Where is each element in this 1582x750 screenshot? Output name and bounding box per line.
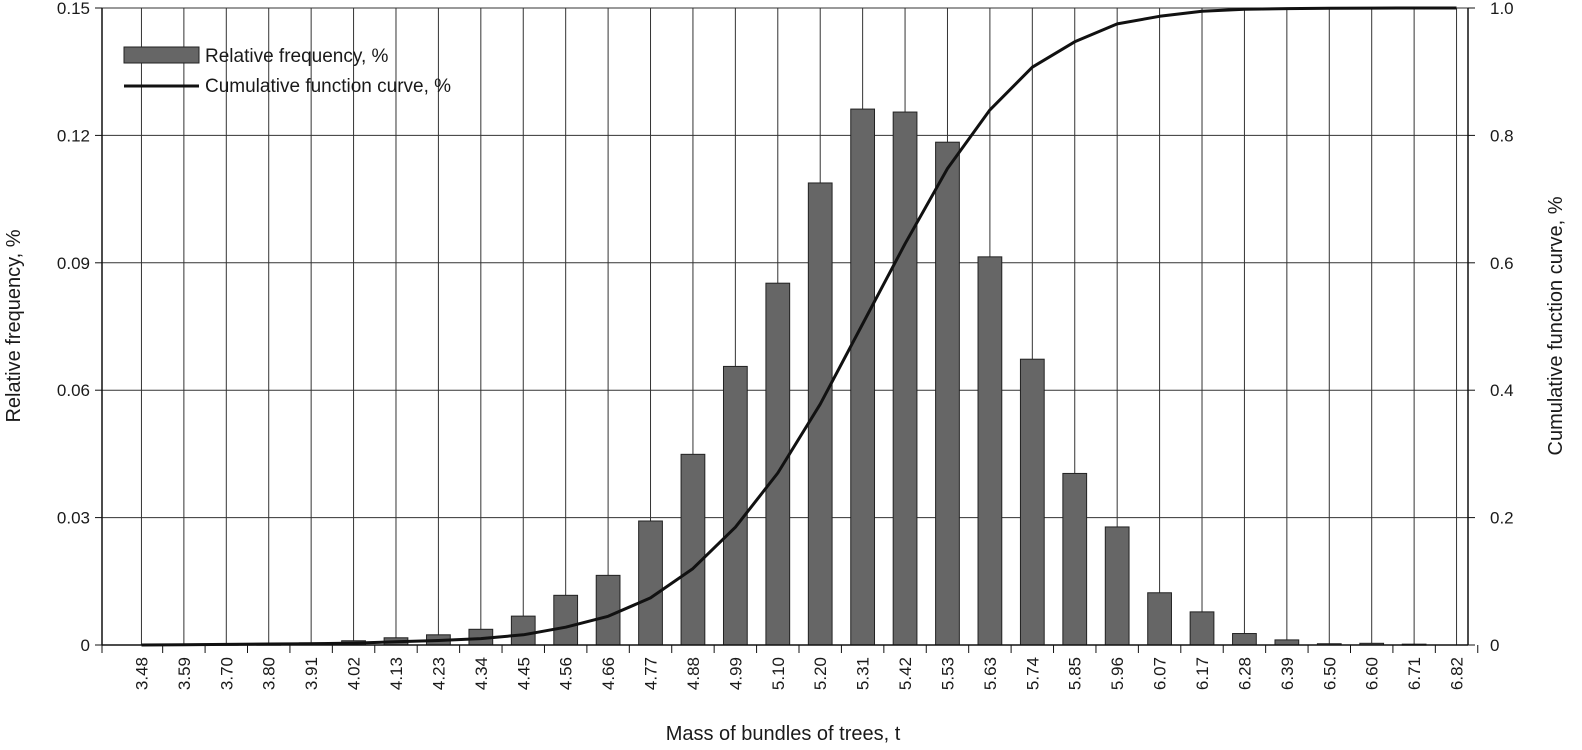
x-tick-label: 4.56 <box>557 657 576 690</box>
x-tick-label: 4.23 <box>429 657 448 690</box>
bar <box>977 256 1003 646</box>
bar <box>1232 633 1257 646</box>
y2-tick-label: 0.4 <box>1490 381 1514 400</box>
x-tick-label: 5.85 <box>1066 657 1085 690</box>
x-tick-label: 6.17 <box>1193 657 1212 690</box>
x-tick-label: 4.45 <box>514 657 533 690</box>
x-axis-title: Mass of bundles of trees, t <box>666 723 901 745</box>
tick-labels: 0 0.03 0.06 0.09 0.12 0.15 0 0.2 0.4 0.6 0.8 1.0 3.4… <box>57 0 1514 690</box>
x-tick-label: 4.66 <box>599 657 618 690</box>
y-tick-label: 0 <box>81 636 90 655</box>
x-tick-label: 5.63 <box>981 657 1000 690</box>
bar <box>1147 592 1172 646</box>
bar <box>553 594 579 646</box>
x-tick-label: 6.28 <box>1235 657 1254 690</box>
axes <box>95 7 1479 653</box>
x-tick-label: 3.48 <box>133 657 152 690</box>
x-tick-label: 5.10 <box>769 657 788 690</box>
bar <box>1104 526 1130 646</box>
x-tick-label: 5.53 <box>939 657 958 690</box>
bar <box>765 282 791 646</box>
x-tick-label: 4.77 <box>642 657 661 690</box>
x-tick-label: 4.99 <box>726 657 745 690</box>
bar <box>807 182 833 646</box>
x-tick-label: 6.50 <box>1320 657 1339 690</box>
x-tick-label: 3.80 <box>260 657 279 690</box>
y-axis-title: Relative frequency, % <box>3 229 25 422</box>
x-tick-label: 3.91 <box>302 657 321 690</box>
y-tick-label: 0.03 <box>57 509 90 528</box>
bar <box>595 574 621 646</box>
x-tick-label: 5.31 <box>854 657 873 690</box>
x-tick-label: 4.34 <box>472 657 491 690</box>
bar <box>1274 639 1300 646</box>
y2-tick-label: 0.6 <box>1490 254 1514 273</box>
x-tick-label: 4.02 <box>345 657 364 690</box>
legend-bar-label: Relative frequency, % <box>205 46 389 67</box>
bar <box>1019 358 1045 646</box>
x-tick-label: 5.42 <box>896 657 915 690</box>
x-tick-label: 5.74 <box>1023 657 1042 690</box>
y-tick-label: 0.15 <box>57 0 90 18</box>
bar <box>722 365 748 646</box>
x-tick-label: 6.07 <box>1151 657 1170 690</box>
y-tick-label: 0.12 <box>57 126 90 145</box>
x-tick-label: 5.20 <box>811 657 830 690</box>
bar <box>680 453 706 646</box>
x-tick-label: 4.88 <box>684 657 703 690</box>
bar <box>638 520 663 646</box>
y2-tick-label: 0.2 <box>1490 509 1514 528</box>
bar <box>892 111 918 646</box>
x-tick-label: 3.59 <box>175 657 194 690</box>
x-tick-label: 6.60 <box>1363 657 1382 690</box>
y2-tick-label: 1.0 <box>1490 0 1514 18</box>
bar <box>1189 611 1215 646</box>
bar <box>850 108 876 646</box>
y2-tick-label: 0.8 <box>1490 126 1514 145</box>
cumulative-series <box>141 6 1457 647</box>
y2-axis-title: Cumulative function curve, % <box>1545 196 1567 455</box>
legend-bar-swatch <box>123 46 200 64</box>
bar-series <box>171 108 1427 646</box>
x-tick-label: 5.96 <box>1108 657 1127 690</box>
x-tick-label: 4.13 <box>387 657 406 690</box>
x-tick-label: 6.39 <box>1278 657 1297 690</box>
bar <box>1062 472 1088 646</box>
bar <box>510 615 536 646</box>
y2-tick-label: 0 <box>1490 636 1499 655</box>
cumulative-line <box>141 6 1457 647</box>
legend: Relative frequency, % Cumulative functio… <box>123 46 451 97</box>
y-tick-label: 0.06 <box>57 381 90 400</box>
x-tick-label: 6.82 <box>1448 657 1467 690</box>
x-tick-label: 3.70 <box>217 657 236 690</box>
bar <box>935 141 960 646</box>
y-tick-label: 0.09 <box>57 254 90 273</box>
legend-line-label: Cumulative function curve, % <box>205 76 451 97</box>
x-tick-label: 6.71 <box>1405 657 1424 690</box>
